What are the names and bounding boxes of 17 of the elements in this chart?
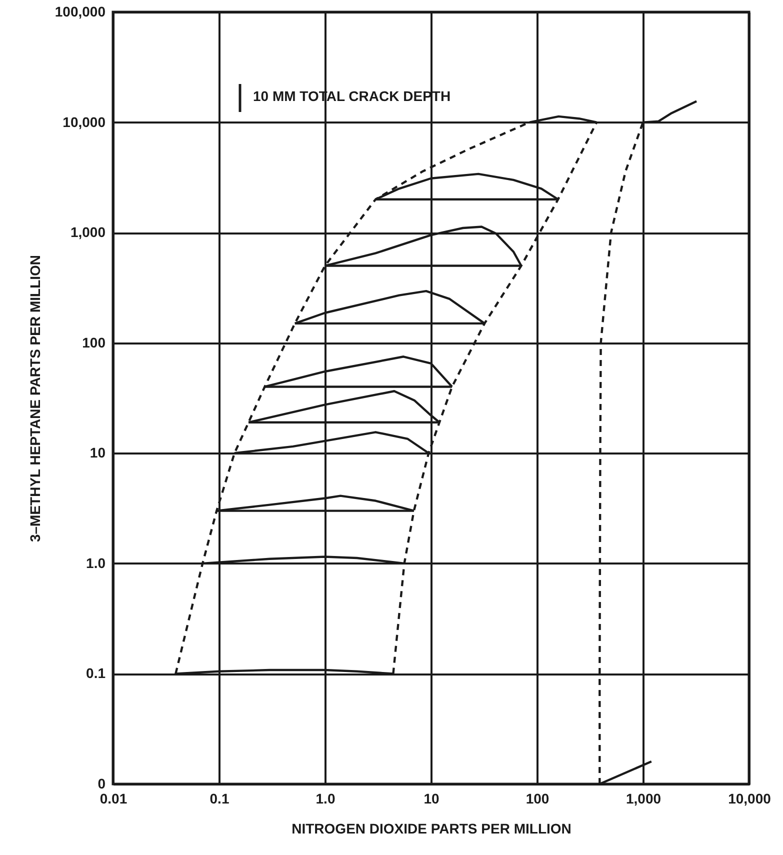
x-tick-label: 1.0 xyxy=(316,790,336,806)
y-tick-label: 10,000 xyxy=(62,114,106,130)
x-tick-label: 100 xyxy=(526,790,550,806)
y-tick-label: 0.1 xyxy=(86,665,106,682)
x-tick-label: 10,000 xyxy=(728,790,772,806)
y-tick-label: 100 xyxy=(82,334,106,350)
y-tick-label: 0 xyxy=(98,776,106,792)
y-axis-title: 3–METHYL HEPTANE PARTS PER MILLION xyxy=(26,254,43,542)
x-tick-label: 0.1 xyxy=(210,790,230,806)
x-tick-label: 1,000 xyxy=(626,790,662,806)
x-tick-label: 10 xyxy=(424,790,440,806)
x-tick-label: 0.01 xyxy=(100,790,128,806)
y-tick-label: 1.0 xyxy=(86,554,106,571)
y-tick-label: 1,000 xyxy=(70,224,106,240)
x-axis-title: NITROGEN DIOXIDE PARTS PER MILLION xyxy=(292,820,572,836)
y-tick-label: 100,000 xyxy=(54,4,106,20)
y-tick-label: 10 xyxy=(90,444,106,461)
